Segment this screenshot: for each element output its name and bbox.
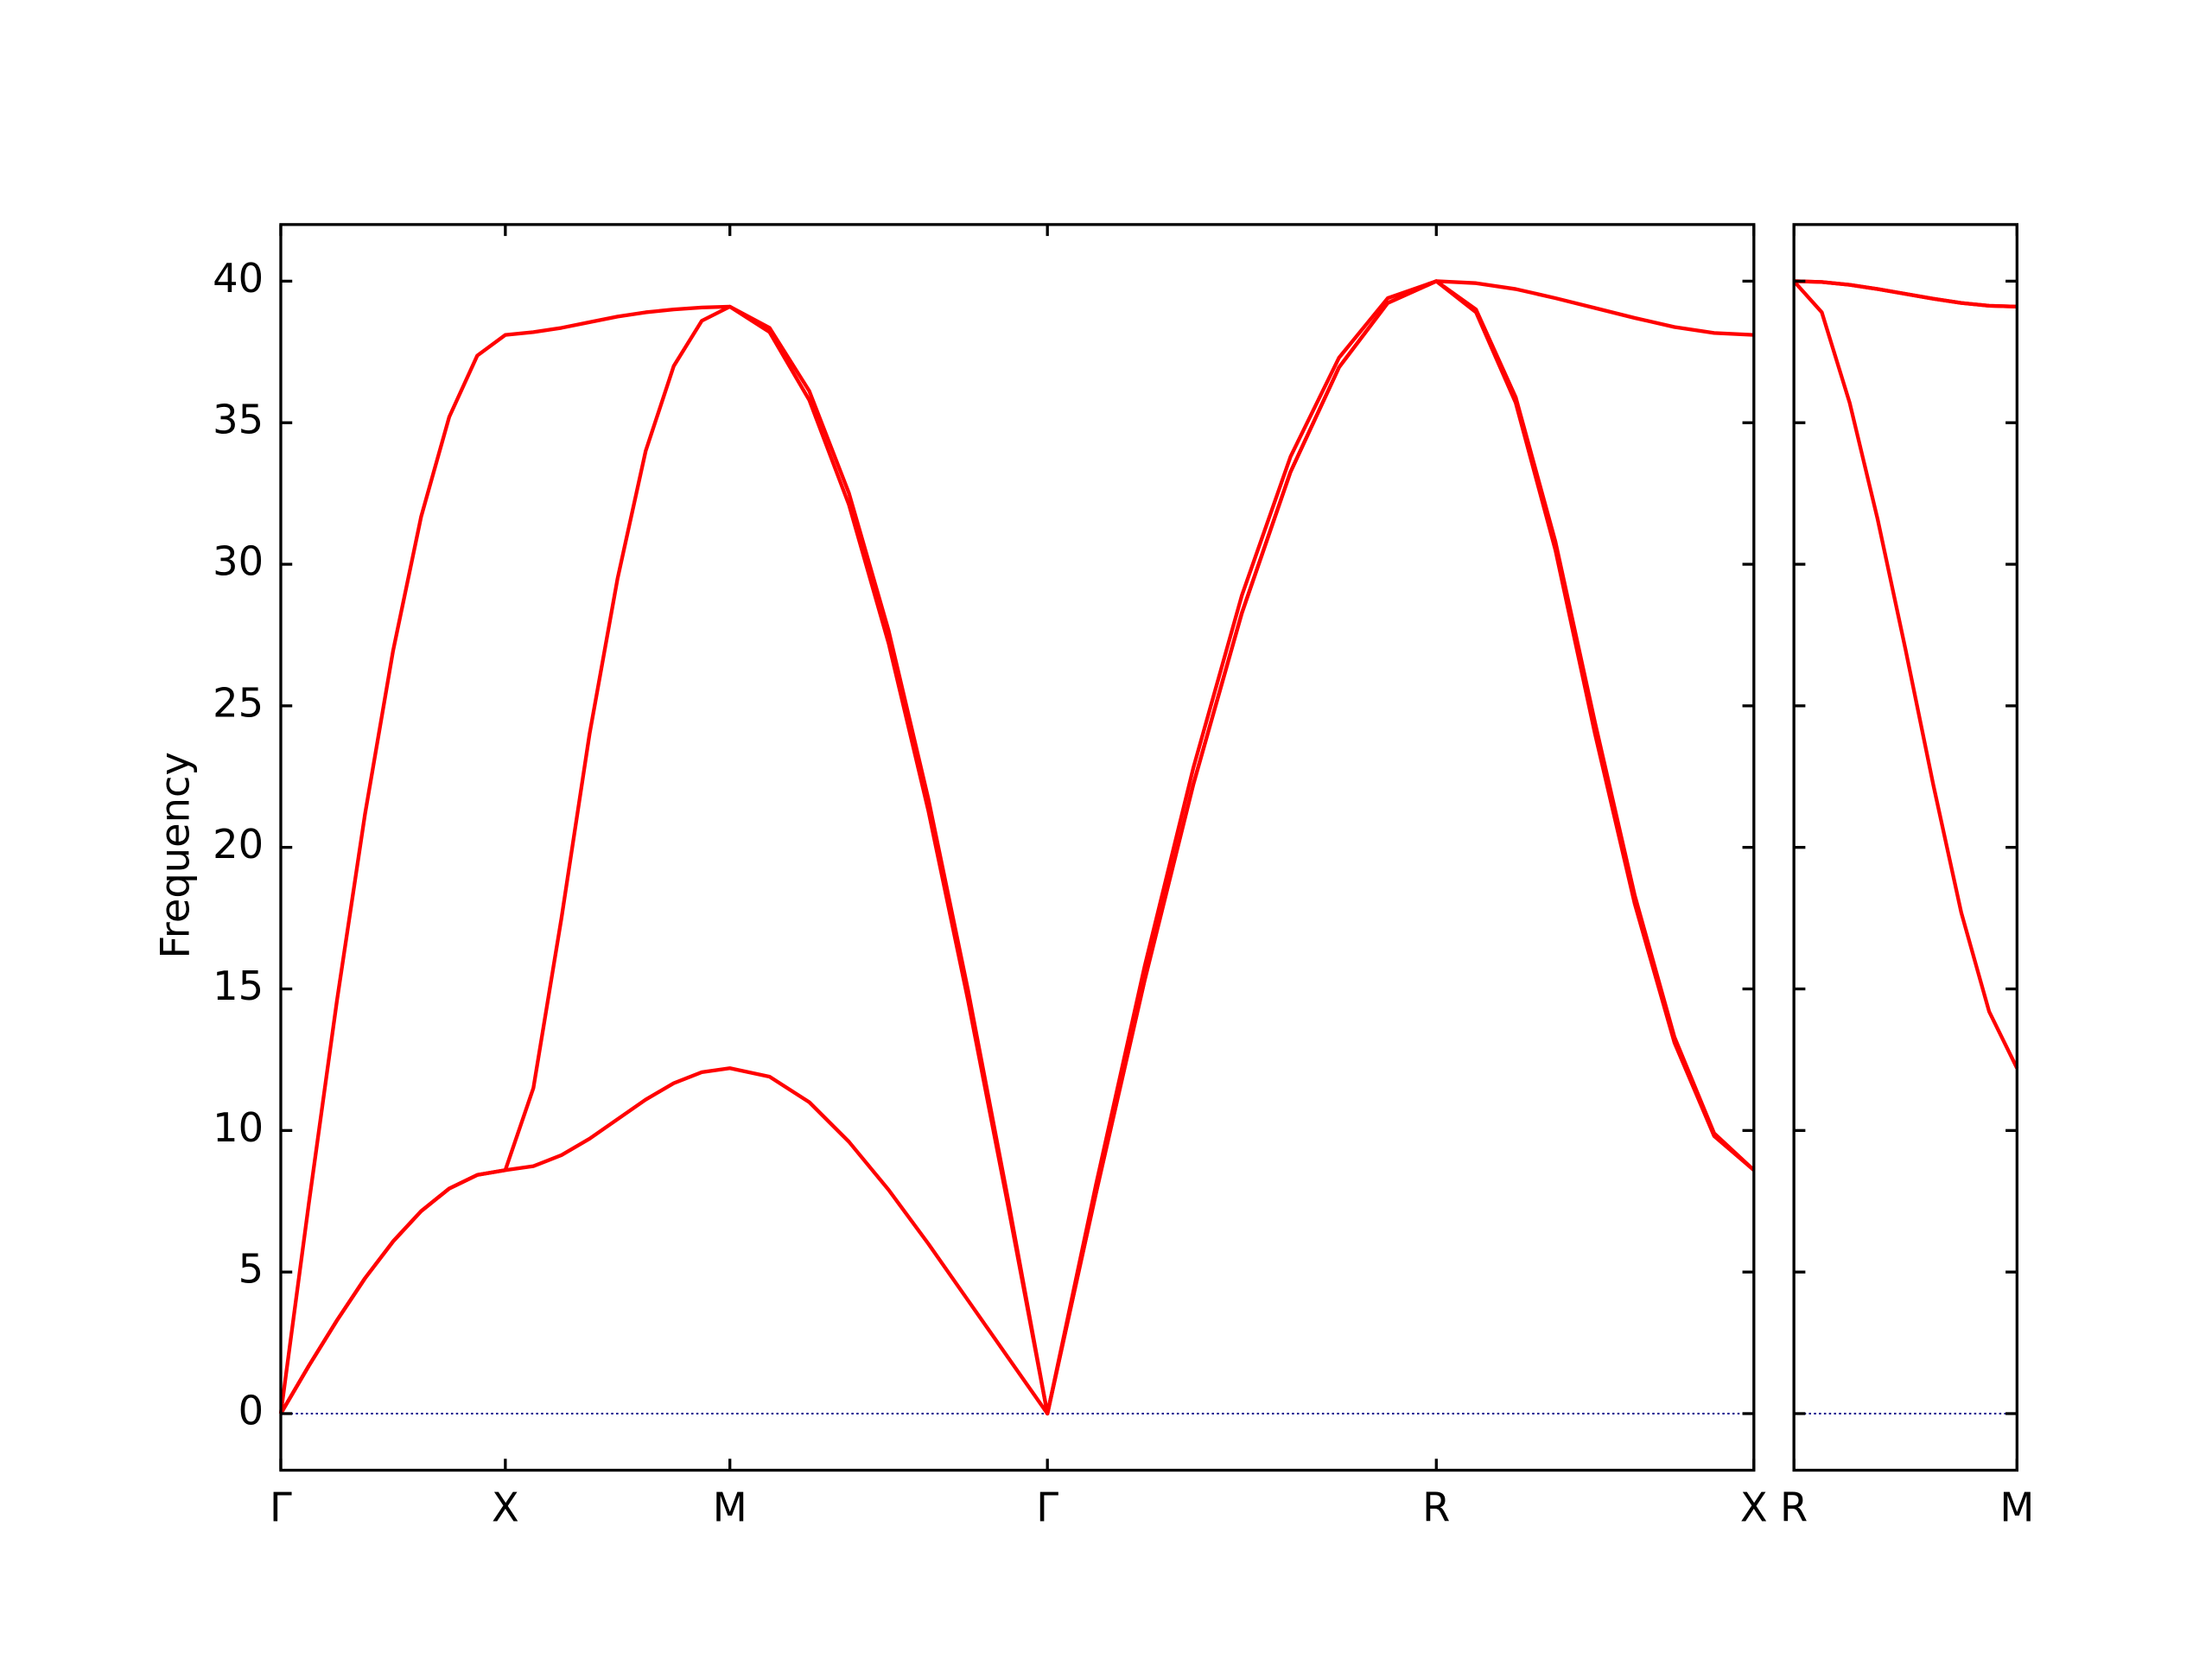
x-tick-label: R xyxy=(1422,1484,1450,1530)
y-tick-label: 30 xyxy=(213,538,264,585)
y-tick-label: 20 xyxy=(213,821,264,868)
band-line xyxy=(1794,279,2018,309)
x-tick-label: R xyxy=(1780,1484,1808,1530)
band-line xyxy=(1792,279,2019,1070)
band-line xyxy=(279,279,1756,1416)
plot-frame xyxy=(279,223,1756,1472)
band-line xyxy=(278,279,1754,1416)
y-tick-label: 35 xyxy=(213,397,264,443)
y-axis-label: Frequency xyxy=(151,752,198,958)
y-tick-label: 25 xyxy=(213,679,264,726)
x-tick-label: M xyxy=(713,1484,747,1530)
y-tick-label: 5 xyxy=(238,1246,264,1293)
y-tick-label: 40 xyxy=(213,255,264,302)
y-tick-label: 10 xyxy=(213,1104,264,1151)
x-tick-label: X xyxy=(1740,1484,1768,1530)
x-tick-label: Γ xyxy=(1036,1484,1058,1530)
y-tick-label: 15 xyxy=(213,963,264,1009)
y-tick-label: 0 xyxy=(238,1387,264,1433)
x-tick-label: Γ xyxy=(270,1484,292,1530)
plot-frame xyxy=(1792,223,2019,1472)
x-tick-label: X xyxy=(492,1484,519,1530)
x-tick-label: M xyxy=(1999,1484,2034,1530)
